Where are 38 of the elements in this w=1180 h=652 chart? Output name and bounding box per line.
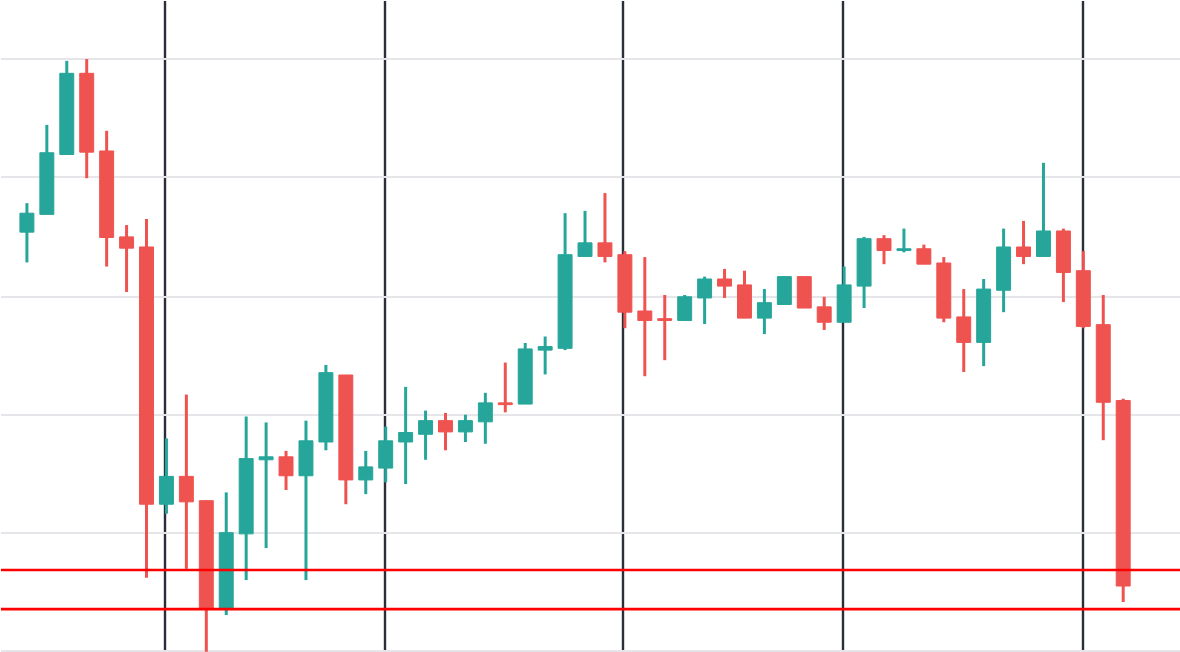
candlestick: [776, 275, 792, 306]
candlestick: [956, 287, 972, 374]
candlestick: [916, 243, 932, 266]
candlestick: [1035, 161, 1051, 258]
candlestick: [119, 223, 135, 294]
candlestick: [158, 436, 174, 516]
candlestick: [358, 449, 374, 496]
candlestick: [896, 227, 912, 254]
candlestick: [856, 235, 872, 310]
candlestick: [258, 420, 274, 550]
candlestick: [497, 361, 513, 414]
candlestick: [19, 201, 35, 264]
candlestick: [1055, 227, 1071, 304]
candlestick: [438, 411, 453, 452]
candlestick: [677, 293, 693, 322]
candlestick: [657, 293, 673, 362]
candlestick: [278, 449, 294, 492]
candlestick: [737, 269, 752, 320]
candlestick: [577, 209, 593, 258]
candlestick: [378, 425, 394, 484]
candlestick: [996, 227, 1012, 314]
candlestick: [717, 267, 733, 300]
candlestick: [836, 265, 852, 324]
candlestick: [418, 409, 434, 462]
candlestick: [876, 233, 892, 266]
candlestick: [477, 391, 493, 446]
candlestick: [537, 334, 553, 376]
candlestick: [637, 255, 653, 378]
candlestick: [398, 385, 414, 486]
candlestick: [697, 275, 713, 326]
candlestick: [796, 276, 812, 309]
candlestick: [597, 191, 613, 264]
candlestick: [457, 413, 473, 444]
candlestick: [178, 393, 194, 571]
candlestick: [756, 287, 772, 336]
candlestick: [1016, 219, 1032, 266]
candlestick: [816, 295, 832, 332]
candlestick: [298, 419, 314, 582]
